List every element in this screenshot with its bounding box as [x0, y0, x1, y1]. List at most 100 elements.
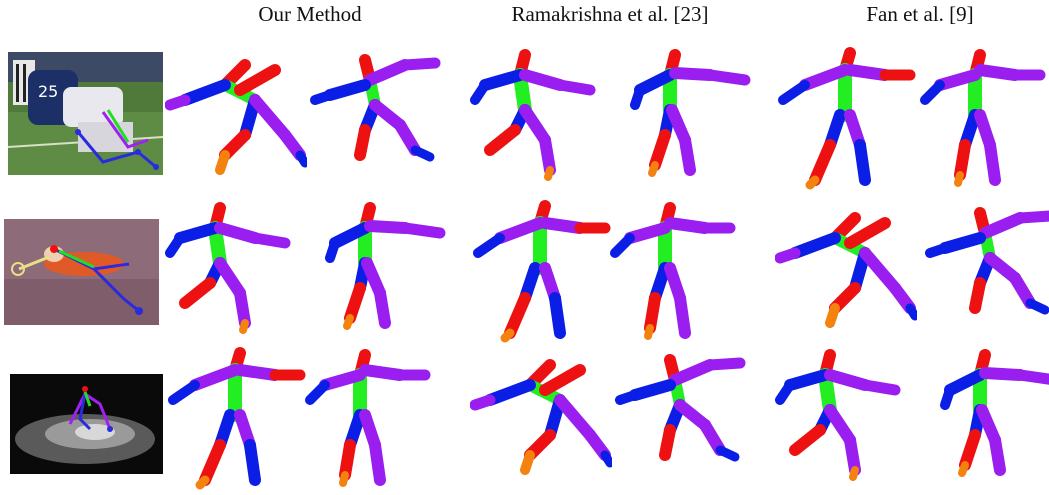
limb-left-limb [715, 445, 740, 462]
skeleton-r2-c1 [165, 198, 307, 348]
limb-arm-limb [989, 434, 1006, 476]
limb-arm-limb [704, 69, 751, 86]
limb-left-limb [179, 79, 231, 106]
limb-arm-limb [319, 369, 366, 391]
limb-arm-limb [799, 64, 851, 91]
limb-right-limb [954, 139, 971, 181]
limb-arm-limb [214, 257, 246, 299]
limb-arm-limb [1014, 210, 1049, 224]
limb-left-limb [629, 379, 676, 401]
skeleton-r3-c5 [775, 345, 917, 495]
limb-arm-limb [859, 379, 901, 396]
limb-left-limb [1025, 298, 1049, 315]
skeleton-r1-c3 [470, 45, 612, 195]
limb-arm-limb [554, 79, 596, 96]
limb-arm-limb [1014, 369, 1049, 385]
limb-foot [825, 303, 840, 328]
column-header-our-method: Our Method [258, 2, 362, 26]
skeleton-r1-c6 [920, 45, 1049, 195]
limb-left-limb [789, 232, 841, 259]
skeleton-r1-c4 [610, 45, 752, 195]
input-photo-football: 25 [8, 52, 163, 175]
limb-left-limb [600, 450, 612, 468]
limb-arm-limb [624, 222, 671, 244]
limb-right-limb [354, 124, 371, 161]
limb-left-limb [329, 222, 371, 249]
limb-arm-limb [359, 364, 406, 381]
limb-left-limb [615, 390, 640, 405]
limb-foot [343, 314, 354, 330]
limb-right-limb [844, 217, 891, 249]
limb-left-limb [610, 233, 635, 258]
limb-arm-limb [669, 359, 716, 386]
limb-arm-limb [494, 217, 546, 244]
limb-arm-limb [364, 220, 411, 234]
limb-arm-limb [189, 364, 241, 391]
limb-arm-limb [979, 212, 1026, 239]
limb-arm-limb [664, 217, 711, 234]
limb-arm-limb [974, 64, 1021, 81]
input-photo-dark-stage [10, 374, 163, 474]
limb-arm-limb [374, 287, 391, 329]
limb-foot [339, 471, 349, 487]
limb-arm-limb [674, 292, 691, 339]
limb-foot [954, 171, 964, 187]
skeleton-r2-c4 [610, 198, 752, 348]
limb-right-limb [344, 282, 366, 324]
limb-left-limb [944, 369, 986, 396]
limb-right-limb [969, 277, 986, 314]
limb-arm-limb [1009, 272, 1036, 309]
limb-left-limb [778, 80, 810, 105]
limb-right-limb [789, 424, 826, 456]
limb-foot [544, 166, 554, 181]
skeleton-r2-c2 [305, 198, 447, 348]
limb-arm-limb [679, 134, 696, 176]
limb-foot [849, 466, 859, 481]
limb-arm-limb [165, 94, 191, 111]
limb-arm-limb [470, 394, 496, 411]
limb-arm-limb [539, 217, 586, 234]
limb-foot [644, 324, 654, 340]
limb-left-limb [410, 145, 435, 162]
limb-foot [215, 150, 230, 175]
limb-left-limb [634, 69, 676, 96]
column-header-fan: Fan et al. [9] [866, 2, 974, 26]
limb-arm-limb [554, 394, 596, 441]
limb-foot [805, 175, 820, 190]
limb-arm-limb [214, 222, 261, 244]
skeleton-r3-c3 [470, 345, 612, 495]
limb-arm-limb [364, 59, 411, 86]
limb-left-limb [244, 439, 261, 486]
limb-arm-limb [984, 139, 1001, 186]
limb-arm-limb [249, 232, 291, 249]
limb-right-limb [484, 124, 521, 156]
limb-left-limb [324, 79, 371, 101]
limb-arm-limb [369, 439, 386, 486]
limb-foot [239, 319, 249, 334]
limb-left-limb [920, 80, 945, 105]
limb-arm-limb [859, 247, 901, 294]
limb-left-limb [854, 139, 871, 186]
limb-left-limb [939, 232, 986, 254]
limb-arm-limb [704, 357, 746, 371]
limb-arm-limb [824, 404, 856, 446]
limb-right-limb [234, 64, 281, 96]
limb-arm-limb [539, 134, 556, 176]
limb-arm-limb [824, 369, 871, 391]
limb-arm-limb [844, 434, 861, 476]
limb-left-limb [473, 233, 505, 258]
limb-left-limb [295, 150, 307, 168]
limb-left-limb [165, 233, 185, 258]
limb-arm-limb [399, 57, 441, 71]
limb-arm-limb [699, 419, 726, 456]
limb-left-limb [305, 380, 330, 405]
limb-left-limb [484, 379, 536, 406]
limb-foot [520, 450, 535, 475]
limb-arm-limb [234, 287, 251, 329]
limb-left-limb [925, 243, 950, 258]
limb-right-limb [644, 292, 661, 334]
limb-left-limb [470, 80, 490, 105]
limb-arm-limb [979, 367, 1026, 381]
skeleton-r2-c3 [470, 198, 612, 348]
limb-arm-limb [844, 64, 891, 81]
